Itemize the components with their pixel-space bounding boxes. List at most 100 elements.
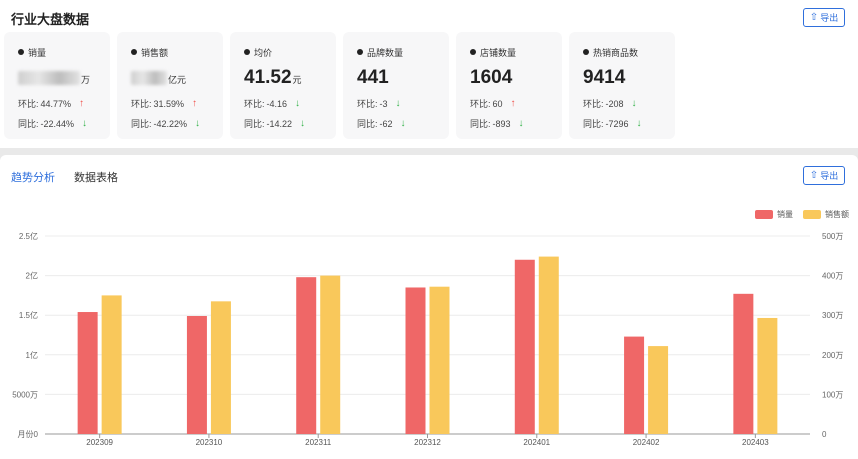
upload-icon: ⇧ <box>809 169 819 181</box>
bullet-dot-icon <box>244 49 250 55</box>
bar-sales-volume <box>514 259 535 434</box>
x-tick-label: 202401 <box>523 438 550 447</box>
arrow-down-icon: ↓ <box>631 97 637 109</box>
yoy-row-label: 同比: <box>18 119 39 129</box>
legend-swatch-sales-amount <box>803 210 821 219</box>
mom-row: 环比: 44.77% ↑ <box>18 97 84 110</box>
redacted-value <box>18 70 80 85</box>
yoy-row-value: -7296 <box>605 118 629 129</box>
mom-row: 环比: -208 ↓ <box>583 97 637 110</box>
right-tick-label: 400万 <box>822 272 843 281</box>
metric-number: 9414 <box>583 67 626 88</box>
tab-data-table[interactable]: 数据表格 <box>74 172 118 184</box>
bar-sales-amount <box>429 286 450 434</box>
x-tick-label: 202312 <box>414 438 441 447</box>
export-label: 导出 <box>820 13 839 23</box>
metric-value: 9414 <box>583 67 625 89</box>
left-tick-label: 1亿 <box>26 350 38 360</box>
bar-sales-volume <box>405 287 426 434</box>
arrow-up-icon: ↑ <box>79 97 85 109</box>
bar-sales-amount <box>320 275 341 434</box>
metric-card: 销售额 亿元 环比: 31.59% ↑ 同比: -42.22% ↓ <box>117 32 223 139</box>
yoy-row-label: 同比: <box>244 119 265 129</box>
bullet-dot-icon <box>470 49 476 55</box>
right-tick-label: 500万 <box>822 232 843 241</box>
arrow-down-icon: ↓ <box>195 117 201 129</box>
overview-export-button[interactable]: ⇧ 导出 <box>803 8 845 27</box>
bullet-dot-icon <box>131 49 137 55</box>
metric-card: 热销商品数 9414 环比: -208 ↓ 同比: -7296 ↓ <box>569 32 675 139</box>
legend-label-sales-volume: 销量 <box>777 210 793 219</box>
metric-card: 均价 41.52元 环比: -4.16 ↓ 同比: -14.22 ↓ <box>230 32 336 139</box>
yoy-row: 同比: -893 ↓ <box>470 117 524 130</box>
arrow-down-icon: ↓ <box>300 117 306 129</box>
bullet-dot-icon <box>583 49 589 55</box>
yoy-row: 同比: -62 ↓ <box>357 117 406 130</box>
bar-sales-volume <box>186 315 207 434</box>
yoy-row-value: -22.44% <box>40 118 75 129</box>
mom-row-label: 环比: <box>18 99 39 109</box>
bar-sales-amount <box>648 346 669 434</box>
legend-swatch-sales-volume <box>755 210 773 219</box>
chart-legend: 销量 销售额 <box>755 209 849 220</box>
bar-sales-amount <box>538 256 559 434</box>
x-tick-label: 202311 <box>305 438 332 447</box>
arrow-down-icon: ↓ <box>518 117 524 129</box>
metric-name: 品牌数量 <box>367 48 404 58</box>
yoy-row-label: 同比: <box>131 119 152 129</box>
metric-number: 41.52 <box>244 67 292 88</box>
export-label: 导出 <box>820 171 839 181</box>
metric-cards: 销量万环比: 44.77% ↑ 同比: -22.44% ↓ 销售额 亿元 环比: 31.59% ↑ 同… <box>4 32 675 139</box>
metric-unit: 元 <box>292 75 302 85</box>
redacted-value <box>131 70 167 85</box>
metric-unit: 万 <box>81 75 91 85</box>
left-tick-label: 月份0 <box>18 429 39 439</box>
tab-trend-analysis[interactable]: 趋势分析 <box>11 172 55 184</box>
overview-title: 行业大盘数据 <box>11 12 90 27</box>
metric-name: 热销商品数 <box>593 48 639 58</box>
x-tick-label: 202309 <box>86 438 113 447</box>
metric-number: 441 <box>357 67 389 88</box>
metric-card: 销量万环比: 44.77% ↑ 同比: -22.44% ↓ <box>4 32 110 139</box>
upload-icon: ⇧ <box>809 11 819 23</box>
mom-row: 环比: -3 ↓ <box>357 97 401 110</box>
mom-row-value: -4.16 <box>266 98 288 109</box>
bar-sales-amount <box>757 317 778 434</box>
arrow-up-icon: ↑ <box>192 97 198 109</box>
mom-row: 环比: 60 ↑ <box>470 97 516 110</box>
metric-value: 亿元 <box>131 67 186 89</box>
left-tick-label: 2.5亿 <box>19 231 38 241</box>
analysis-panel: 趋势分析 数据表格 ⇧ 导出 销量 销售额 月份0 5000万 1亿 1.5亿 2亿 2.… <box>0 155 858 459</box>
metric-name: 均价 <box>254 48 273 58</box>
analysis-export-button[interactable]: ⇧ 导出 <box>803 166 845 185</box>
metric-name: 销售额 <box>141 48 169 58</box>
mom-row: 环比: 31.59% ↑ <box>131 97 197 110</box>
left-tick-label: 5000万 <box>12 390 38 399</box>
metric-value: 1604 <box>470 67 512 89</box>
yoy-row-value: -14.22 <box>266 118 293 129</box>
mom-row-value: 60 <box>492 98 503 109</box>
mom-row-value: 31.59% <box>153 98 185 109</box>
arrow-down-icon: ↓ <box>295 97 301 109</box>
yoy-row-label: 同比: <box>357 119 378 129</box>
yoy-row: 同比: -42.22% ↓ <box>131 117 200 130</box>
yoy-row-label: 同比: <box>470 119 491 129</box>
metric-unit: 亿元 <box>168 75 187 85</box>
mom-row-label: 环比: <box>357 99 378 109</box>
bar-sales-amount <box>210 301 231 434</box>
yoy-row-label: 同比: <box>583 119 604 129</box>
arrow-down-icon: ↓ <box>636 117 642 129</box>
metric-value: 万 <box>18 67 90 89</box>
metric-card: 店铺数量 1604 环比: 60 ↑ 同比: -893 ↓ <box>456 32 562 139</box>
metric-value: 441 <box>357 67 389 89</box>
right-tick-label: 300万 <box>822 311 843 320</box>
yoy-row: 同比: -22.44% ↓ <box>18 117 87 130</box>
mom-row-value: -3 <box>379 98 388 109</box>
yoy-row: 同比: -14.22 ↓ <box>244 117 305 130</box>
left-tick-label: 1.5亿 <box>19 310 38 320</box>
mom-row-value: 44.77% <box>40 98 72 109</box>
overview-panel: 行业大盘数据 ⇧ 导出 销量万环比: 44.77% ↑ 同比: -22.44% ↓ 销售额亿… <box>0 0 858 148</box>
yoy-row-value: -893 <box>492 118 511 129</box>
yoy-row-value: -62 <box>379 118 393 129</box>
mom-row-label: 环比: <box>244 99 265 109</box>
